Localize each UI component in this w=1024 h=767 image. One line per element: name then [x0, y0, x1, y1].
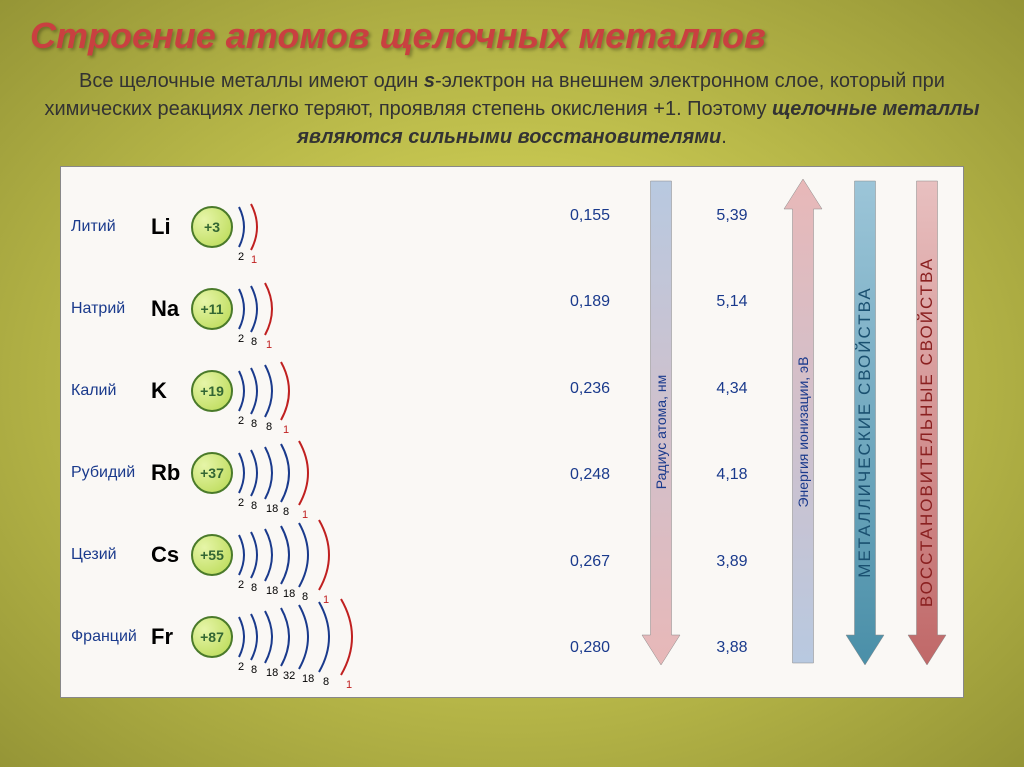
shell-electron-count: 8: [251, 336, 257, 348]
electron-shells: 2818321881: [237, 597, 363, 677]
element-name: Натрий: [71, 300, 151, 318]
shell-electron-count: 18: [302, 673, 314, 685]
shell-arc: 1: [279, 360, 299, 422]
element-symbol: Fr: [151, 624, 191, 650]
shell-electron-count: 2: [238, 661, 244, 673]
shell-electron-count: 8: [251, 500, 257, 512]
element-row: НатрийNa+11281: [71, 269, 545, 349]
arrow-ionization: Энергия ионизации, эВ: [777, 177, 829, 687]
arrow-label: МЕТАЛЛИЧЕСКИЕ СВОЙСТВА: [855, 286, 875, 577]
shell-electron-count: 32: [283, 670, 295, 682]
shell-arc: 1: [297, 439, 319, 507]
radius-column: 0,155 0,189 0,236 0,248 0,267 0,280: [555, 177, 625, 687]
nucleus: +87: [191, 616, 233, 658]
slide-title: Строение атомов щелочных металлов: [30, 15, 994, 57]
shell-electron-count: 18: [266, 667, 278, 679]
ionization-value: 3,89: [697, 553, 767, 571]
arrow-label: ВОССТАНОВИТЕЛЬНЫЕ СВОЙСТВА: [917, 257, 937, 607]
shell-electron-count: 2: [238, 415, 244, 427]
ionization-column: 5,39 5,14 4,34 4,18 3,89 3,88: [697, 177, 767, 687]
element-symbol: Na: [151, 296, 191, 322]
elements-column: ЛитийLi+321НатрийNa+11281КалийK+192881Ру…: [71, 177, 545, 687]
shell-electron-count: 8: [251, 582, 257, 594]
radius-value: 0,236: [555, 380, 625, 398]
element-symbol: Li: [151, 214, 191, 240]
nucleus: +19: [191, 370, 233, 412]
shell-electron-count: 8: [251, 664, 257, 676]
nucleus: +55: [191, 534, 233, 576]
desc-p3: .: [721, 126, 727, 148]
shell-arc: 1: [339, 597, 365, 677]
shell-arc: 1: [317, 518, 341, 592]
element-name: Франций: [71, 628, 151, 646]
shell-electron-count: 8: [266, 421, 272, 433]
element-row: ФранцийFr+872818321881: [71, 597, 545, 677]
arrow-metallic: МЕТАЛЛИЧЕСКИЕ СВОЙСТВА: [839, 177, 891, 687]
electron-shells: 281881: [237, 439, 317, 507]
shell-electron-count: 18: [266, 585, 278, 597]
ionization-value: 4,34: [697, 380, 767, 398]
element-row: ЦезийCs+5528181881: [71, 515, 545, 595]
shell-arc: 1: [249, 202, 265, 252]
shell-electron-count: 2: [238, 333, 244, 345]
electron-shells: 281: [237, 281, 279, 337]
element-row: КалийK+192881: [71, 351, 545, 431]
shell-electron-count: 8: [283, 506, 289, 518]
element-row: ЛитийLi+321: [71, 187, 545, 267]
shell-arc: 8: [317, 600, 341, 674]
shell-arc: 8: [297, 521, 319, 589]
element-symbol: Rb: [151, 460, 191, 486]
ionization-value: 4,18: [697, 466, 767, 484]
shell-arc: 18: [279, 524, 299, 586]
shell-electron-count: 1: [266, 339, 272, 351]
radius-value: 0,155: [555, 207, 625, 225]
radius-value: 0,248: [555, 466, 625, 484]
electron-shells: 2881: [237, 360, 297, 422]
shell-electron-count: 18: [266, 503, 278, 515]
element-name: Цезий: [71, 546, 151, 564]
description-text: Все щелочные металлы имеют один s-электр…: [30, 67, 994, 151]
element-name: Рубидий: [71, 464, 151, 482]
element-symbol: K: [151, 378, 191, 404]
shell-electron-count: 18: [283, 588, 295, 600]
electron-shells: 28181881: [237, 518, 339, 592]
shell-electron-count: 1: [251, 254, 257, 266]
arrow-radius: Радиус атома, нм: [635, 177, 687, 687]
shell-electron-count: 8: [251, 418, 257, 430]
nucleus: +11: [191, 288, 233, 330]
shell-electron-count: 2: [238, 579, 244, 591]
nucleus: +37: [191, 452, 233, 494]
arrow-label: Энергия ионизации, эВ: [795, 356, 811, 507]
radius-value: 0,267: [555, 553, 625, 571]
desc-p1: Все щелочные металлы имеют один: [79, 70, 424, 92]
shell-electron-count: 8: [323, 676, 329, 688]
ionization-value: 3,88: [697, 639, 767, 657]
shell-electron-count: 8: [302, 591, 308, 603]
shell-electron-count: 1: [346, 679, 352, 691]
arrow-reducing: ВОССТАНОВИТЕЛЬНЫЕ СВОЙСТВА: [901, 177, 953, 687]
shell-electron-count: 2: [238, 251, 244, 263]
radius-value: 0,189: [555, 293, 625, 311]
shell-arc: 32: [279, 606, 299, 668]
arrow-label: Радиус атома, нм: [653, 375, 669, 489]
shell-electron-count: 1: [302, 509, 308, 521]
desc-b1: s: [424, 70, 435, 92]
shell-arc: 18: [297, 603, 319, 671]
shell-arc: 8: [279, 442, 299, 504]
shell-electron-count: 2: [238, 497, 244, 509]
ionization-value: 5,14: [697, 293, 767, 311]
ionization-value: 5,39: [697, 207, 767, 225]
shell-arc: 1: [263, 281, 281, 337]
radius-value: 0,280: [555, 639, 625, 657]
element-row: РубидийRb+37281881: [71, 433, 545, 513]
atom-table: ЛитийLi+321НатрийNa+11281КалийK+192881Ру…: [60, 166, 964, 698]
shell-electron-count: 1: [283, 424, 289, 436]
nucleus: +3: [191, 206, 233, 248]
element-name: Калий: [71, 382, 151, 400]
electron-shells: 21: [237, 202, 263, 252]
element-name: Литий: [71, 218, 151, 236]
element-symbol: Cs: [151, 542, 191, 568]
